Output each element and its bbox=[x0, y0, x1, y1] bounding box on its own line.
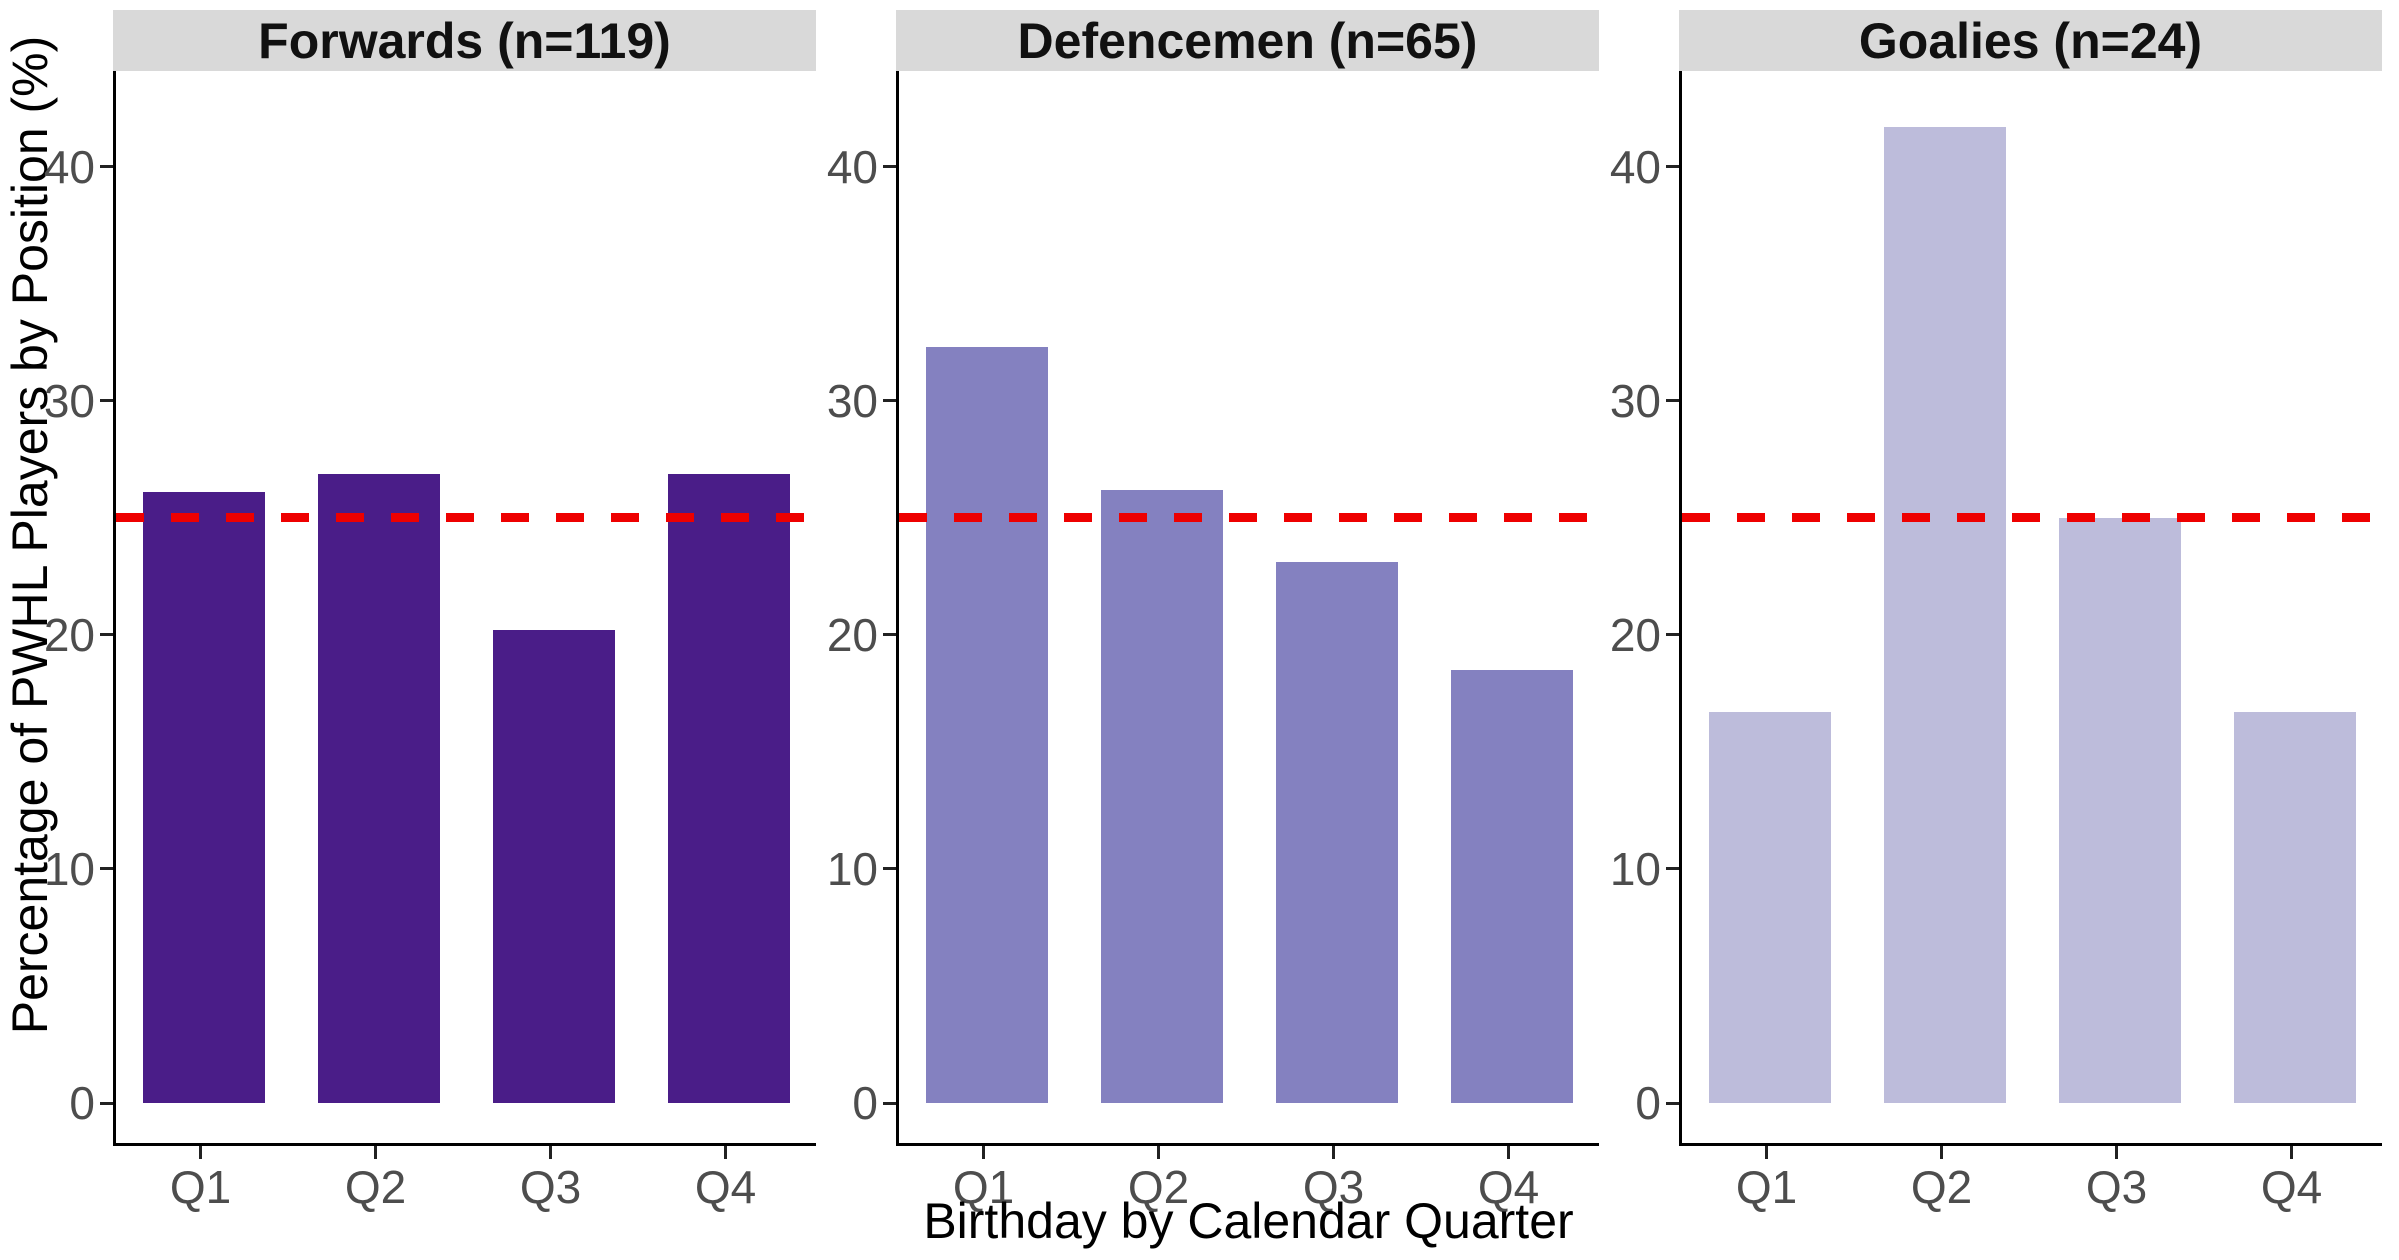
y-tick-label: 30 bbox=[43, 374, 95, 427]
y-tick-mark bbox=[100, 633, 113, 637]
x-tick-mark bbox=[724, 1146, 727, 1159]
x-axis-goalies: Q1 Q2 Q3 Q4 bbox=[1679, 1146, 2382, 1216]
facet-panel-goalies: Goalies (n=24) 0 10 20 30 40 Q1 Q2 Q3 Q4 bbox=[1610, 10, 2382, 1216]
x-tick-label-q2: Q2 bbox=[1910, 1161, 1973, 1213]
y-tick-label: 0 bbox=[1635, 1077, 1661, 1129]
bar-q2 bbox=[1883, 127, 2006, 1103]
y-tick-label: 10 bbox=[826, 842, 878, 895]
x-tick-label-q1: Q1 bbox=[1735, 1161, 1798, 1213]
x-axis-title: Birthday by Calendar Quarter bbox=[923, 1193, 1574, 1249]
reference-line-25pct bbox=[116, 513, 816, 523]
x-tick-label-q3: Q3 bbox=[1302, 1161, 1365, 1213]
x-tick-mark bbox=[1157, 1146, 1160, 1159]
y-tick-label: 40 bbox=[1609, 140, 1661, 193]
reference-line-25pct bbox=[1682, 513, 2382, 523]
facet-strip-title: Defencemen (n=65) bbox=[1017, 12, 1478, 69]
bar-q2 bbox=[1100, 489, 1223, 1103]
bar-q3 bbox=[2058, 517, 2181, 1103]
x-tick-label-q2: Q2 bbox=[1127, 1161, 1190, 1213]
y-tick-mark bbox=[100, 399, 113, 403]
facet-panel-forwards: Forwards (n=119) 0 10 20 30 40 Q1 Q2 Q3 Q4 bbox=[44, 10, 816, 1216]
x-tick-label-q3: Q3 bbox=[519, 1161, 582, 1213]
plot-area-forwards bbox=[113, 71, 816, 1146]
y-tick-mark bbox=[883, 633, 896, 637]
x-tick-mark bbox=[1940, 1146, 1943, 1159]
x-tick-mark bbox=[2115, 1146, 2118, 1159]
facet-panels-row: Forwards (n=119) 0 10 20 30 40 Q1 Q2 Q3 Q4 Defe… bbox=[44, 10, 2382, 1216]
facet-strip-forwards: Forwards (n=119) bbox=[113, 10, 816, 71]
facet-strip-defencemen: Defencemen (n=65) bbox=[896, 10, 1599, 71]
y-tick-mark bbox=[1666, 867, 1679, 871]
y-axis-goalies: 0 10 20 30 40 bbox=[1610, 71, 1679, 1143]
x-tick-mark bbox=[1507, 1146, 1510, 1159]
x-tick-label-q1: Q1 bbox=[169, 1161, 232, 1213]
plot-area-defencemen bbox=[896, 71, 1599, 1146]
y-tick-label: 20 bbox=[826, 608, 878, 661]
x-tick-mark bbox=[982, 1146, 985, 1159]
facet-strip-title: Goalies (n=24) bbox=[1858, 12, 2203, 69]
y-tick-mark bbox=[100, 165, 113, 169]
x-tick-label-q3: Q3 bbox=[2085, 1161, 2148, 1213]
bar-q4 bbox=[667, 473, 790, 1103]
reference-line-25pct bbox=[899, 513, 1599, 523]
x-tick-mark bbox=[2290, 1146, 2293, 1159]
y-tick-mark bbox=[100, 1101, 113, 1105]
bar-q1 bbox=[1708, 712, 1831, 1103]
x-tick-mark bbox=[549, 1146, 552, 1159]
y-tick-label: 40 bbox=[826, 140, 878, 193]
bar-q1 bbox=[142, 492, 265, 1103]
y-tick-label: 30 bbox=[826, 374, 878, 427]
y-tick-mark bbox=[883, 399, 896, 403]
y-tick-mark bbox=[1666, 399, 1679, 403]
facet-strip-goalies: Goalies (n=24) bbox=[1679, 10, 2382, 71]
x-tick-label-q4: Q4 bbox=[2260, 1161, 2323, 1213]
y-axis-defencemen: 0 10 20 30 40 bbox=[827, 71, 896, 1143]
bar-q1 bbox=[925, 347, 1048, 1103]
x-tick-mark bbox=[374, 1146, 377, 1159]
y-tick-mark bbox=[100, 867, 113, 871]
x-tick-label-q4: Q4 bbox=[694, 1161, 757, 1213]
y-tick-label: 0 bbox=[69, 1077, 95, 1129]
x-axis-forwards: Q1 Q2 Q3 Q4 bbox=[113, 1146, 816, 1216]
bar-q3 bbox=[492, 630, 615, 1103]
facet-panel-defencemen: Defencemen (n=65) 0 10 20 30 40 Q1 Q2 Q3 Q4 bbox=[827, 10, 1599, 1216]
y-tick-label: 20 bbox=[1609, 608, 1661, 661]
y-tick-label: 30 bbox=[1609, 374, 1661, 427]
y-tick-label: 0 bbox=[852, 1077, 878, 1129]
bar-q4 bbox=[1450, 670, 1573, 1103]
plot-area-goalies bbox=[1679, 71, 2382, 1146]
y-tick-mark bbox=[883, 1101, 896, 1105]
y-tick-label: 20 bbox=[43, 608, 95, 661]
x-tick-mark bbox=[1332, 1146, 1335, 1159]
x-axis-defencemen: Q1 Q2 Q3 Q4 bbox=[896, 1146, 1599, 1216]
y-tick-label: 40 bbox=[43, 140, 95, 193]
x-tick-mark bbox=[199, 1146, 202, 1159]
bar-q4 bbox=[2233, 712, 2356, 1103]
y-tick-mark bbox=[883, 165, 896, 169]
x-tick-label-q4: Q4 bbox=[1477, 1161, 1540, 1213]
y-axis-forwards: 0 10 20 30 40 bbox=[44, 71, 113, 1143]
x-tick-mark bbox=[1765, 1146, 1768, 1159]
y-tick-label: 10 bbox=[1609, 842, 1661, 895]
facet-strip-title: Forwards (n=119) bbox=[258, 12, 671, 69]
y-tick-mark bbox=[1666, 165, 1679, 169]
bar-q3 bbox=[1275, 562, 1398, 1103]
y-tick-mark bbox=[1666, 633, 1679, 637]
x-tick-label-q1: Q1 bbox=[952, 1161, 1015, 1213]
y-tick-mark bbox=[1666, 1101, 1679, 1105]
x-tick-label-q2: Q2 bbox=[344, 1161, 407, 1213]
y-tick-mark bbox=[883, 867, 896, 871]
y-tick-label: 10 bbox=[43, 842, 95, 895]
bar-q2 bbox=[317, 473, 440, 1103]
